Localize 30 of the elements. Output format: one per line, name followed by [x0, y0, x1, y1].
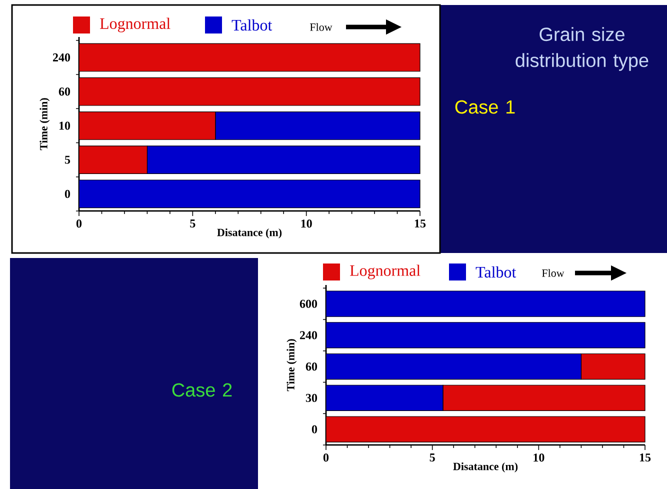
y-tick-label: 5: [64, 156, 70, 164]
x-tick-label: 5: [430, 454, 435, 462]
x-tick-label: 0: [76, 220, 82, 228]
y-tick-label: 60: [306, 362, 318, 371]
y-tick-label: 60: [58, 88, 70, 96]
series-label: Talbot: [476, 266, 516, 278]
y-tick-label: 10: [59, 122, 70, 130]
y-tick-label: 600: [300, 300, 318, 308]
series-label: Lognormal: [100, 18, 170, 32]
y-axis-title: Time (min): [40, 98, 50, 150]
y-tick-label: 30: [306, 394, 318, 402]
text: Grain size distribution type: [516, 27, 648, 71]
x-axis-title: Disatance (m): [217, 228, 282, 238]
legend-label: Talbot: [232, 19, 272, 31]
y-tick-label: 0: [64, 190, 70, 198]
text: Case 2: [172, 383, 232, 397]
y-tick-label: 240: [52, 53, 70, 62]
text: Flow: [542, 269, 564, 277]
legend-label: Lognormal: [350, 264, 420, 280]
text: Case 1: [455, 100, 515, 114]
y-axis-title: Time (min): [286, 339, 297, 392]
x-tick-label: 15: [640, 454, 651, 462]
x-tick-label: 15: [414, 220, 426, 228]
text: Flow: [310, 23, 332, 31]
y-tick-label: 240: [300, 331, 318, 340]
x-tick-label: 10: [534, 454, 544, 462]
x-axis-title: Disatance (m): [453, 462, 518, 472]
x-tick-label: 0: [323, 454, 329, 462]
x-tick-label: 5: [190, 220, 196, 228]
y-tick-label: 0: [312, 425, 318, 434]
